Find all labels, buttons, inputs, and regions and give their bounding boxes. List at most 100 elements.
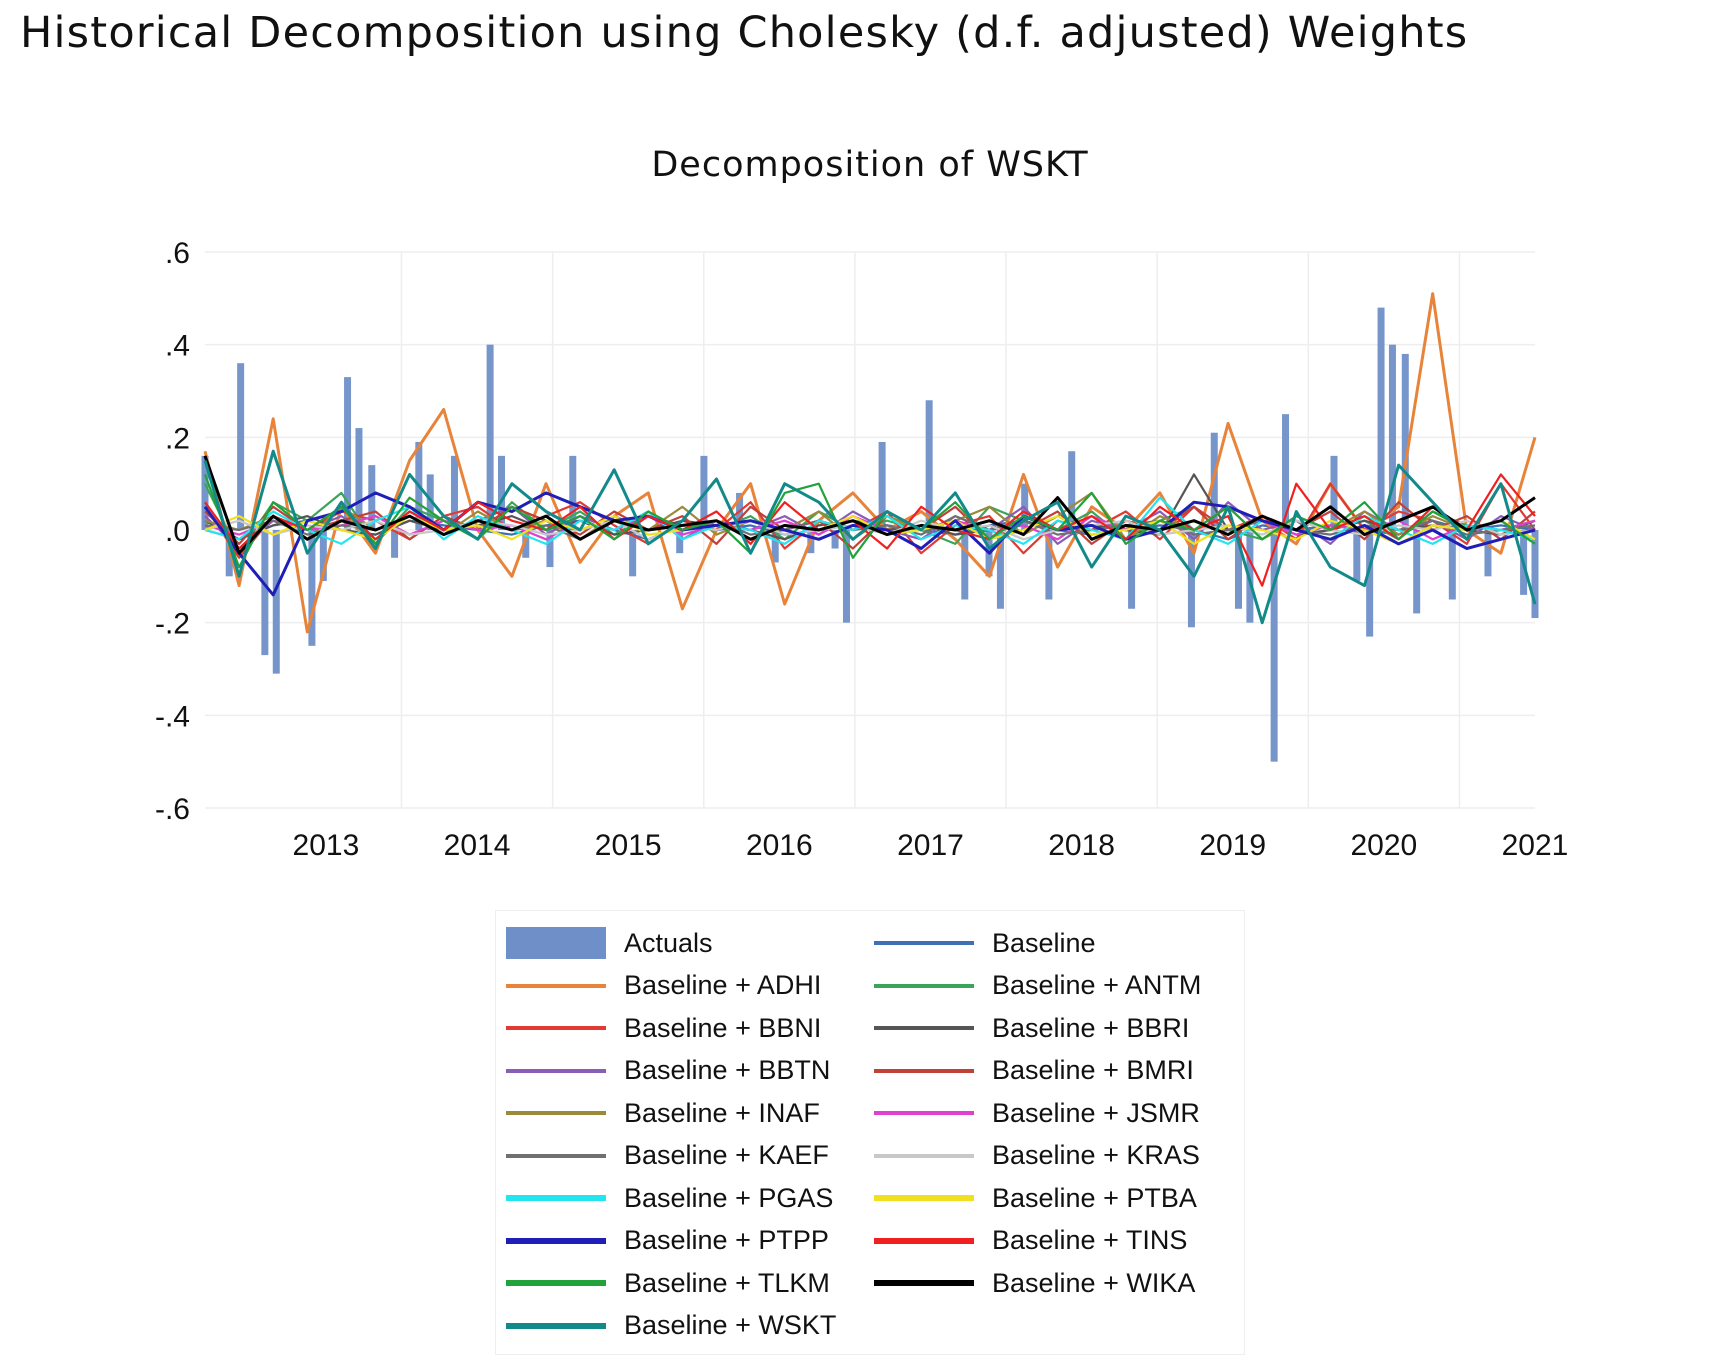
legend-label: Baseline + BBTN [624, 1055, 831, 1085]
x-tick-label-0: 2013 [293, 829, 360, 862]
legend-swatch [506, 1195, 606, 1201]
actuals-bar-49 [1448, 530, 1456, 600]
legend-item: Actuals [506, 923, 713, 963]
legend-item: Baseline + BBNI [506, 1008, 821, 1048]
legend-item: Baseline + WSKT [506, 1306, 836, 1346]
y-tick-label-2: .2 [165, 422, 190, 455]
actuals-bar-34 [1068, 451, 1076, 530]
x-tick-label-8: 2021 [1502, 829, 1569, 862]
actuals-bar-12 [426, 474, 434, 530]
actuals-bar-10 [391, 530, 399, 558]
actuals-bar-46 [1388, 344, 1396, 530]
actuals-bar-26 [842, 530, 850, 623]
series-line-baseline-adhi [203, 292, 1537, 634]
actuals-bar-43 [1353, 530, 1361, 581]
legend-swatch [874, 941, 974, 945]
actuals-bar-25 [831, 530, 839, 549]
legend-swatch [506, 1237, 606, 1244]
legend: Actuals Baseline Baseline + ADHI Baseline +… [495, 910, 1245, 1355]
legend-label: Baseline + BBRI [992, 1012, 1190, 1043]
x-tick-label-1: 2014 [444, 829, 511, 862]
legend-swatch [506, 1322, 606, 1329]
legend-item: Baseline + BBRI [874, 1008, 1189, 1048]
legend-label: Baseline [992, 927, 1096, 958]
actuals-bar-2 [237, 363, 245, 530]
actuals-bar-44 [1366, 530, 1374, 637]
x-tick-label-3: 2016 [746, 829, 813, 862]
actuals-bar-28 [925, 400, 933, 530]
legend-item: Baseline + TLKM [506, 1263, 830, 1303]
legend-swatch [874, 1111, 974, 1115]
legend-label: Baseline + KRAS [992, 1140, 1200, 1170]
legend-label: Baseline + TLKM [624, 1267, 830, 1298]
legend-item: Baseline + BBTN [506, 1051, 830, 1091]
legend-swatch [874, 1153, 974, 1158]
actuals-bar-36 [1187, 530, 1195, 628]
legend-label: Baseline + INAF [624, 1097, 820, 1128]
legend-item: Baseline + PTPP [506, 1221, 829, 1261]
legend-label: Baseline + BMRI [992, 1055, 1194, 1085]
legend-item: Baseline + PTBA [874, 1178, 1197, 1218]
legend-item: Baseline + KAEF [506, 1136, 829, 1176]
actuals-bar-41 [1282, 414, 1290, 530]
legend-item: Baseline + TINS [874, 1221, 1187, 1261]
actuals-bar-52 [1531, 530, 1539, 619]
legend-label: Baseline + ADHI [624, 970, 822, 1000]
actuals-bar-50 [1484, 530, 1492, 577]
actuals-bar-0 [201, 455, 209, 530]
actuals-bar-9 [368, 465, 376, 530]
page-title: Historical Decomposition using Cholesky … [20, 8, 1469, 58]
legend-swatch [506, 1153, 606, 1158]
legend-swatch [874, 1195, 974, 1201]
actuals-bar-29 [961, 530, 969, 600]
actuals-bar-14 [486, 344, 494, 530]
actuals-bar-35 [1128, 530, 1136, 609]
actuals-bar-15 [498, 455, 506, 530]
legend-swatch [874, 983, 974, 988]
legend-item: Baseline + JSMR [874, 1093, 1200, 1133]
legend-item: Baseline + WIKA [874, 1263, 1195, 1303]
legend-swatch [874, 1068, 974, 1073]
actuals-bar-19 [629, 530, 637, 577]
legend-item: Baseline [874, 923, 1096, 963]
actuals-bar-31 [996, 530, 1004, 609]
actuals-bar-16 [522, 530, 530, 558]
legend-swatch [506, 1068, 606, 1073]
y-tick-label-5: -.4 [155, 700, 190, 733]
actuals-bar-7 [344, 377, 352, 530]
y-tick-label-4: -.2 [155, 608, 190, 641]
plot-area: .6 .4 .2 .0 -.2 -.4 -.6 2013 2014 2015 2016 2017 201… [155, 237, 1568, 862]
actuals-bar-8 [355, 428, 363, 530]
legend-swatch [506, 927, 606, 959]
actuals-bar-13 [450, 455, 458, 530]
actuals-bar-20 [676, 530, 684, 554]
actuals-bar-3 [261, 530, 269, 656]
series-line-baseline-wskt [203, 449, 1537, 625]
legend-swatch [874, 1026, 974, 1030]
y-tick-label-6: -.6 [155, 793, 190, 826]
legend-item: Baseline + INAF [506, 1093, 820, 1133]
legend-label: Baseline + TINS [992, 1225, 1188, 1255]
series-line-baseline-tlkm [203, 474, 1536, 569]
actuals-bar-18 [569, 455, 577, 530]
x-tick-label-7: 2020 [1350, 829, 1417, 862]
legend-label: Baseline + PGAS [624, 1182, 834, 1213]
legend-label: Baseline + ANTM [992, 970, 1202, 1000]
legend-label: Baseline + WIKA [992, 1267, 1196, 1298]
legend-item: Baseline + ADHI [506, 966, 821, 1006]
legend-item: Baseline + ANTM [874, 966, 1201, 1006]
actuals-bar-23 [771, 530, 779, 563]
y-tick-label-3: .0 [165, 515, 190, 548]
actuals-bar-4 [272, 530, 280, 674]
actuals-bar-17 [546, 530, 554, 568]
legend-swatch [506, 1111, 606, 1115]
legend-label: Baseline + BBNI [624, 1012, 822, 1043]
legend-label: Baseline + PTPP [624, 1225, 829, 1255]
series-line-baseline-kras [204, 519, 1536, 541]
actuals-bar-1 [225, 530, 233, 577]
actuals-bar-47 [1401, 353, 1409, 530]
legend-item: Baseline + BMRI [874, 1051, 1194, 1091]
actuals-bar-40 [1270, 530, 1278, 762]
legend-label: Baseline + WSKT [624, 1310, 837, 1340]
legend-label: Baseline + PTBA [992, 1182, 1197, 1213]
